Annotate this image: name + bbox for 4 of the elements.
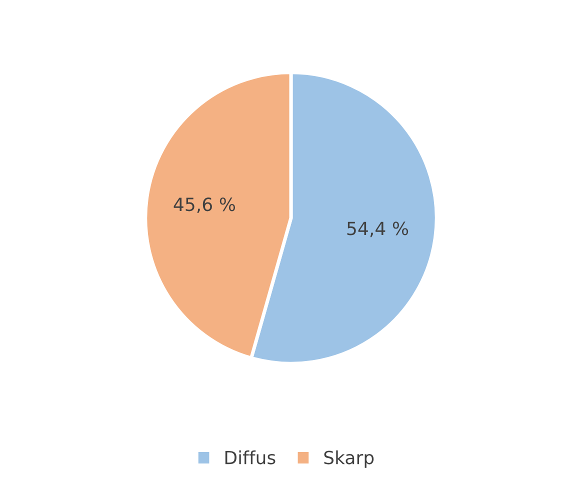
data-label: 54,4 % <box>347 222 408 238</box>
data-label: 45,6 % <box>174 198 236 214</box>
legend-label: Diffus <box>225 450 276 464</box>
legend-label: Skarp <box>324 450 374 468</box>
